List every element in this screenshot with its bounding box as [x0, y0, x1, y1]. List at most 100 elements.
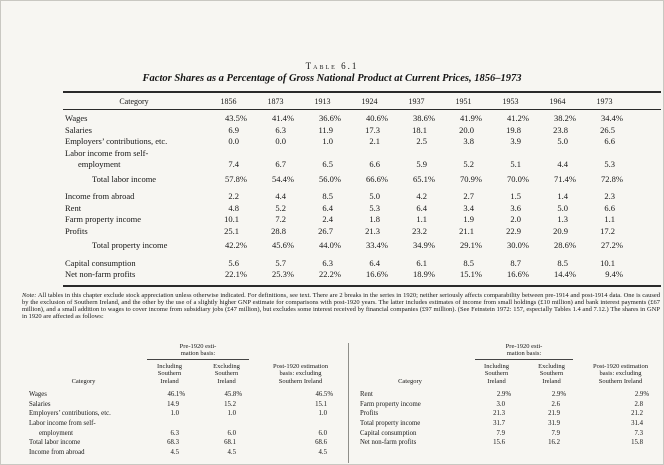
year-header: 1937 [408, 97, 425, 106]
cell-value: 2.0 [510, 214, 521, 224]
cell-value: 71.4% [554, 173, 576, 184]
row-label: Wages [29, 391, 47, 399]
cell-value: 2.5 [416, 136, 427, 146]
cell-value: 68.6 [315, 439, 327, 447]
sub-header-row: Category Including Southern Ireland Excl… [26, 360, 346, 387]
row-label: Total property income [360, 420, 421, 427]
table-row: Profits 25.1 28.8 26.7 21.3 23.2 21.1 22.9 20.9 1… [63, 226, 661, 238]
cell-value: 4.4 [275, 191, 286, 201]
cell-value: 4.5 [227, 448, 237, 456]
cell-value: 68.1 [224, 439, 236, 447]
table-row: employment 7.4 6.7 6.5 6.6 5.9 5.2 5.1 4.4 5.3 [63, 159, 661, 171]
pre-1920-header-row: Pre-1920 esti- mation basis: [26, 343, 346, 360]
spacer-cell [628, 252, 661, 270]
main-header-row: Category 1856 1873 1913 1924 1937 1951 1… [63, 92, 661, 110]
cell-value: 0.0 [275, 136, 286, 146]
cell-value: 8.7 [510, 257, 521, 268]
spacer-cell [351, 343, 469, 360]
row-label: Labor income from self- [29, 420, 96, 427]
cell-value: 7.3 [634, 429, 644, 437]
spacer-cell [628, 171, 661, 186]
category-header: Category [71, 377, 96, 385]
cell-value: 36.6% [319, 113, 341, 123]
spacer-cell [628, 136, 661, 148]
row-label: Capital consumption [360, 429, 417, 437]
cell-value: 30.0% [507, 240, 529, 250]
cell-value: 3.8 [463, 136, 474, 146]
sub-table-labor: Pre-1920 esti- mation basis: Category In… [26, 343, 346, 458]
table-row: Total property income 31.7 31.9 31.4 [351, 419, 662, 429]
cell-value: 56.0% [319, 173, 341, 184]
table-row: Labor income from self- [63, 148, 661, 160]
spacer-cell [255, 343, 346, 360]
cell-value: 6.6 [604, 136, 615, 146]
cell-value: 1.0 [170, 410, 180, 418]
cell-value: 6.6 [369, 159, 380, 169]
cell-value: 5.7 [275, 257, 286, 268]
cell-value [255, 419, 346, 429]
table-row: Total property income 42.2% 45.6% 44.0% 33.4… [63, 237, 661, 252]
cell-value: 28.8 [271, 225, 286, 236]
cell-value: 72.8% [601, 173, 623, 184]
pre-1920-basis-label: Pre-1920 esti- mation basis: [475, 343, 573, 360]
table-row: Net non-farm profits 22.1% 25.3% 22.2% 16.6%… [63, 269, 661, 286]
cell-value: 4.5 [318, 448, 328, 456]
spacer-cell [628, 237, 661, 252]
year-header: 1924 [361, 97, 378, 106]
cell-value: 21.3 [365, 225, 380, 236]
cell-value: 2.6 [551, 400, 561, 408]
cell-value: 31.9 [548, 420, 560, 427]
cell-value [581, 148, 628, 160]
cell-value: 5.0 [369, 191, 380, 201]
row-label: Rent [360, 391, 373, 399]
cell-value: 31.7 [493, 420, 505, 427]
cell-value: 16.2 [548, 439, 560, 447]
column-header: Including Southern Ireland [484, 363, 509, 385]
cell-value [393, 148, 440, 160]
spacer-cell [628, 148, 661, 160]
row-label: Total labor income [29, 439, 81, 447]
category-header: Category [119, 97, 149, 106]
row-label: Rent [65, 202, 82, 213]
cell-value: 3.0 [496, 400, 506, 408]
column-header: Post-1920 estimation basis: excluding So… [592, 363, 649, 385]
cell-value: 4.5 [170, 448, 180, 456]
table-row: Capital consumption 5.6 5.7 6.3 6.4 6.1 8.5 8.7… [63, 252, 661, 270]
cell-value: 22.9 [506, 225, 521, 236]
cell-value: 26.7 [318, 225, 333, 236]
cell-value: 21.9 [548, 410, 560, 418]
cell-value: 57.8% [225, 173, 247, 184]
cell-value: 6.4 [322, 202, 333, 213]
cell-value: 38.6% [413, 113, 435, 123]
table-row: Wages 46.1% 45.8% 46.5% [26, 387, 346, 400]
cell-value: 1.1 [416, 214, 427, 224]
cell-value: 15.8 [631, 439, 643, 447]
row-label: employment [39, 429, 73, 437]
table-row: Capital consumption 7.9 7.9 7.3 [351, 429, 662, 439]
column-header: Excluding Southern Ireland [538, 363, 565, 385]
row-label: Net non-farm profits [360, 439, 417, 447]
table-title: Factor Shares as a Percentage of Gross N… [142, 73, 522, 84]
cell-value [346, 148, 393, 160]
cell-value: 16.6% [366, 269, 388, 279]
cell-value: 4.4 [557, 159, 568, 169]
row-label: Total property income [92, 240, 168, 250]
cell-value: 21.1 [459, 225, 474, 236]
cell-value: 8.5 [463, 257, 474, 268]
cell-value: 23.2 [412, 225, 427, 236]
cell-value: 34.9% [413, 240, 435, 250]
cell-value: 15.2 [224, 400, 236, 408]
cell-value: 23.8 [553, 124, 568, 135]
category-header: Category [398, 377, 422, 385]
cell-value: 6.9 [228, 124, 239, 135]
cell-value: 19.8 [506, 124, 521, 135]
cell-value: 43.5% [225, 113, 247, 123]
cell-value: 42.2% [225, 240, 247, 250]
cell-value: 6.7 [275, 159, 286, 169]
cell-value: 14.9 [167, 400, 179, 408]
cell-value: 46.5% [315, 391, 333, 399]
cell-value: 17.2 [600, 225, 615, 236]
cell-value [440, 148, 487, 160]
cell-value: 25.1 [224, 225, 239, 236]
